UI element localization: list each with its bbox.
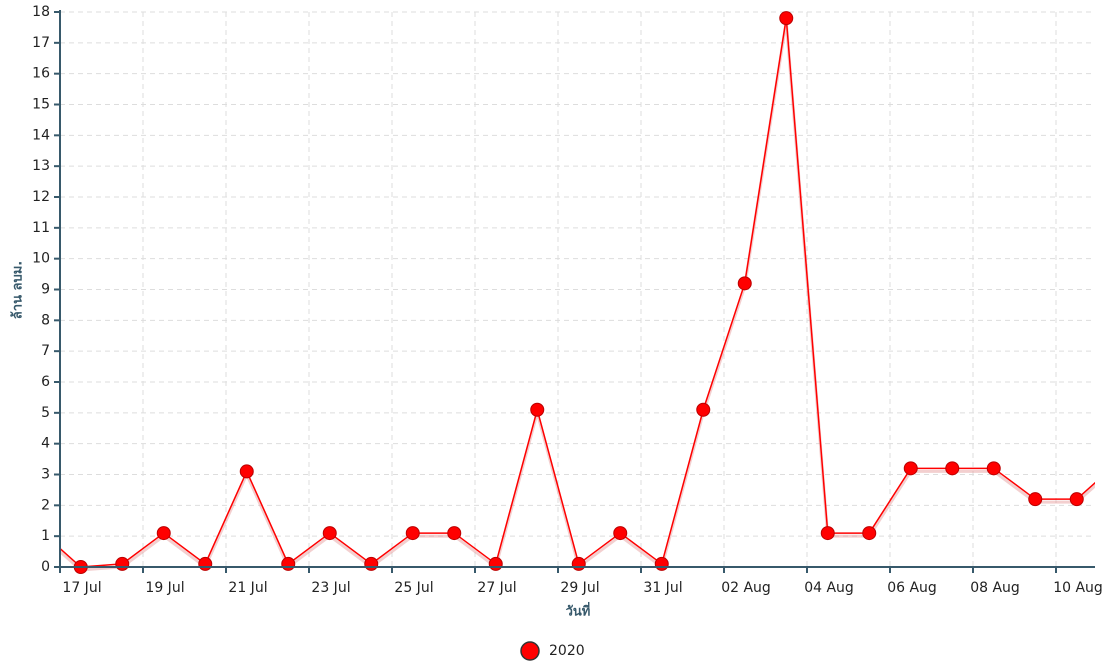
x-tick-label: 27 Jul bbox=[477, 580, 516, 596]
y-tick-label: 9 bbox=[41, 282, 50, 298]
x-tick-label: 19 Jul bbox=[145, 580, 184, 596]
x-tick-label: 04 Aug bbox=[804, 580, 854, 596]
y-tick-label: 13 bbox=[32, 158, 50, 174]
line-shadow bbox=[60, 20, 1095, 572]
y-tick-label: 3 bbox=[41, 467, 50, 483]
marker bbox=[820, 526, 835, 541]
marker bbox=[405, 526, 420, 541]
x-tick-label: 23 Jul bbox=[311, 580, 350, 596]
x-tick-label: 21 Jul bbox=[228, 580, 267, 596]
marker bbox=[862, 526, 877, 541]
x-axis-label: วันที่ bbox=[566, 602, 591, 620]
x-tick-label: 08 Aug bbox=[970, 580, 1020, 596]
y-tick-label: 11 bbox=[32, 220, 50, 236]
legend-marker bbox=[520, 641, 540, 661]
marker bbox=[779, 11, 794, 26]
marker bbox=[530, 402, 545, 417]
marker bbox=[198, 556, 213, 571]
y-tick-label: 0 bbox=[41, 559, 50, 575]
marker bbox=[1069, 492, 1084, 507]
y-tick-label: 17 bbox=[32, 35, 50, 51]
x-tick-label: 25 Jul bbox=[394, 580, 433, 596]
y-tick-label: 7 bbox=[41, 343, 50, 359]
marker bbox=[1028, 492, 1043, 507]
marker bbox=[903, 461, 918, 476]
x-tick-label: 06 Aug bbox=[887, 580, 937, 596]
y-tick-label: 1 bbox=[41, 528, 50, 544]
marker bbox=[115, 556, 130, 571]
marker bbox=[737, 276, 752, 291]
marker bbox=[613, 526, 628, 541]
line bbox=[60, 18, 1095, 568]
y-tick-label: 14 bbox=[32, 127, 50, 143]
marker bbox=[364, 556, 379, 571]
marker bbox=[654, 556, 669, 571]
y-tick-label: 4 bbox=[41, 436, 50, 452]
marker bbox=[447, 526, 462, 541]
marker bbox=[322, 526, 337, 541]
y-tick-label: 5 bbox=[41, 405, 50, 421]
y-tick-label: 8 bbox=[41, 312, 50, 328]
legend-label: 2020 bbox=[549, 643, 585, 659]
y-tick-label: 2 bbox=[41, 497, 50, 513]
y-tick-label: 15 bbox=[32, 97, 50, 113]
x-tick-label: 29 Jul bbox=[560, 580, 599, 596]
marker bbox=[488, 556, 503, 571]
y-axis-label: ล้าน ลบม. bbox=[10, 261, 26, 319]
marker bbox=[696, 402, 711, 417]
x-tick-label: 31 Jul bbox=[643, 580, 682, 596]
marker bbox=[281, 556, 296, 571]
marker bbox=[571, 556, 586, 571]
x-tick-label: 02 Aug bbox=[721, 580, 771, 596]
marker bbox=[986, 461, 1001, 476]
y-tick-label: 16 bbox=[32, 66, 50, 82]
y-tick-label: 12 bbox=[32, 189, 50, 205]
marker bbox=[239, 464, 254, 479]
marker bbox=[945, 461, 960, 476]
y-tick-label: 10 bbox=[32, 251, 50, 267]
x-tick-label: 10 Aug bbox=[1053, 580, 1103, 596]
y-tick-label: 6 bbox=[41, 374, 50, 390]
y-tick-label: 18 bbox=[32, 4, 50, 20]
marker bbox=[156, 526, 171, 541]
x-tick-label: 17 Jul bbox=[62, 580, 101, 596]
